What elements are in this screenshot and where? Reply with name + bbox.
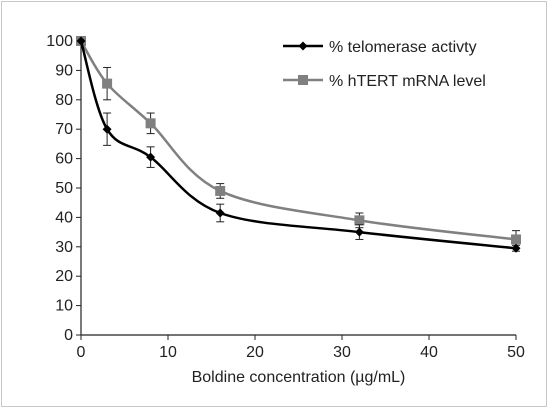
x-tick-label: 0 bbox=[77, 344, 86, 361]
y-tick-label: 30 bbox=[55, 239, 73, 256]
y-tick-label: 60 bbox=[55, 151, 73, 168]
data-point-square bbox=[102, 78, 113, 89]
series-telomerase bbox=[76, 36, 521, 253]
y-tick-label: 0 bbox=[64, 327, 73, 344]
y-tick-label: 100 bbox=[46, 33, 73, 50]
legend: % telomerase activty % hTERT mRNA level bbox=[283, 39, 486, 90]
series-htert-mrna bbox=[76, 36, 521, 249]
data-point-diamond bbox=[102, 124, 112, 134]
legend-label: % hTERT mRNA level bbox=[329, 73, 486, 90]
x-tick-label: 50 bbox=[507, 344, 525, 361]
y-tick-label: 80 bbox=[55, 92, 73, 109]
data-point-square bbox=[354, 215, 365, 226]
data-point-square bbox=[215, 185, 226, 196]
data-point-diamond bbox=[354, 227, 364, 237]
data-point-diamond bbox=[511, 243, 521, 253]
y-tick-label: 10 bbox=[55, 298, 73, 315]
x-tick-label: 20 bbox=[246, 344, 264, 361]
data-point-diamond bbox=[146, 152, 156, 162]
y-tick-label: 40 bbox=[55, 209, 73, 226]
series-layer bbox=[76, 36, 521, 253]
series-line bbox=[79, 40, 517, 250]
legend-marker-square bbox=[298, 75, 308, 85]
x-axis-title: Boldine concentration (µg/mL) bbox=[192, 369, 406, 386]
y-tick-label: 70 bbox=[55, 121, 73, 138]
legend-label: % telomerase activty bbox=[329, 39, 477, 56]
series-line bbox=[79, 40, 517, 241]
axes: 0 10 20 30 40 50 60 70 80 90 100 0 10 20 30 40 50 bbox=[46, 33, 525, 361]
y-tick-label: 90 bbox=[55, 62, 73, 79]
x-tick-label: 30 bbox=[333, 344, 351, 361]
y-tick-label: 50 bbox=[55, 180, 73, 197]
x-tick-label: 10 bbox=[159, 344, 177, 361]
data-point-diamond bbox=[215, 208, 225, 218]
legend-marker-diamond bbox=[298, 41, 308, 51]
data-point-diamond bbox=[76, 36, 86, 46]
data-point-square bbox=[145, 118, 156, 129]
x-tick-label: 40 bbox=[420, 344, 438, 361]
y-tick-label: 20 bbox=[55, 268, 73, 285]
data-point-square bbox=[511, 234, 521, 245]
